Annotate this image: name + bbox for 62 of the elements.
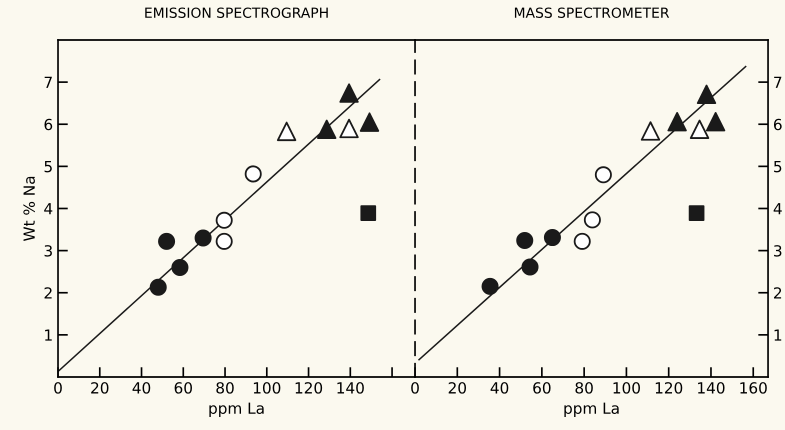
x-tick-label: 40 [490, 382, 508, 394]
point [216, 212, 233, 229]
point [216, 232, 233, 250]
point [339, 83, 359, 103]
y-tick-label: 5 [44, 161, 52, 172]
point [574, 232, 591, 250]
x-tick-label: 20 [91, 382, 108, 394]
x-tick-label: 140 [698, 382, 725, 394]
y-tick-label: 3 [44, 245, 52, 257]
x-tick-label: 0 [54, 382, 62, 394]
point [584, 211, 601, 228]
x-tick-label: 60 [174, 382, 192, 394]
point [594, 166, 612, 184]
point [360, 112, 380, 132]
x-tick-label: 160 [740, 382, 767, 394]
y-tick-label: 7 [774, 76, 782, 88]
x-tick-label: 100 [614, 382, 640, 394]
point [150, 278, 167, 296]
point [482, 278, 499, 295]
point [317, 120, 336, 139]
x-tick-label: 80 [216, 382, 234, 394]
point [360, 205, 376, 221]
point [244, 165, 262, 182]
x-tick-label: 20 [448, 382, 466, 394]
y-tick-label: 4 [44, 203, 52, 214]
point [696, 84, 716, 104]
point [667, 112, 687, 132]
point [690, 120, 710, 139]
x-tick-label: 40 [132, 382, 150, 394]
point [171, 258, 188, 276]
point [276, 122, 296, 142]
y-tick-label: 5 [774, 161, 782, 172]
y-tick-label: 2 [44, 287, 52, 299]
y-tick-label: 4 [774, 203, 782, 214]
y-axis-title: Wt % Na [23, 176, 35, 242]
point [516, 232, 534, 250]
x-tick-label: 140 [337, 382, 364, 394]
x-axis-title: ppm La [564, 402, 619, 417]
y-tick-label: 3 [774, 245, 782, 257]
x-tick-label: 80 [575, 382, 593, 394]
x-tick-label: 120 [296, 382, 322, 394]
y-tick-label: 1 [45, 330, 52, 341]
point [688, 205, 704, 221]
y-tick-label: 2 [774, 287, 782, 299]
y-tick-label: 6 [44, 118, 52, 130]
point [640, 121, 660, 141]
chart-title: MASS SPECTROMETER [514, 7, 670, 18]
point [194, 229, 212, 246]
x-tick-label: 100 [254, 382, 280, 394]
point [522, 258, 539, 276]
y-tick-label: 7 [44, 76, 52, 88]
point [706, 112, 726, 132]
point [158, 232, 176, 250]
y-tick-label: 1 [774, 330, 782, 341]
point [544, 229, 561, 246]
x-tick-label: 60 [533, 382, 551, 394]
y-tick-label: 6 [774, 118, 782, 130]
x-axis-title: ppm La [209, 402, 264, 417]
chart-title: EMISSION SPECTROGRAPH [145, 7, 328, 18]
point [339, 118, 359, 138]
x-tick-label: 120 [656, 382, 682, 394]
x-tick-label: 0 [411, 382, 419, 394]
